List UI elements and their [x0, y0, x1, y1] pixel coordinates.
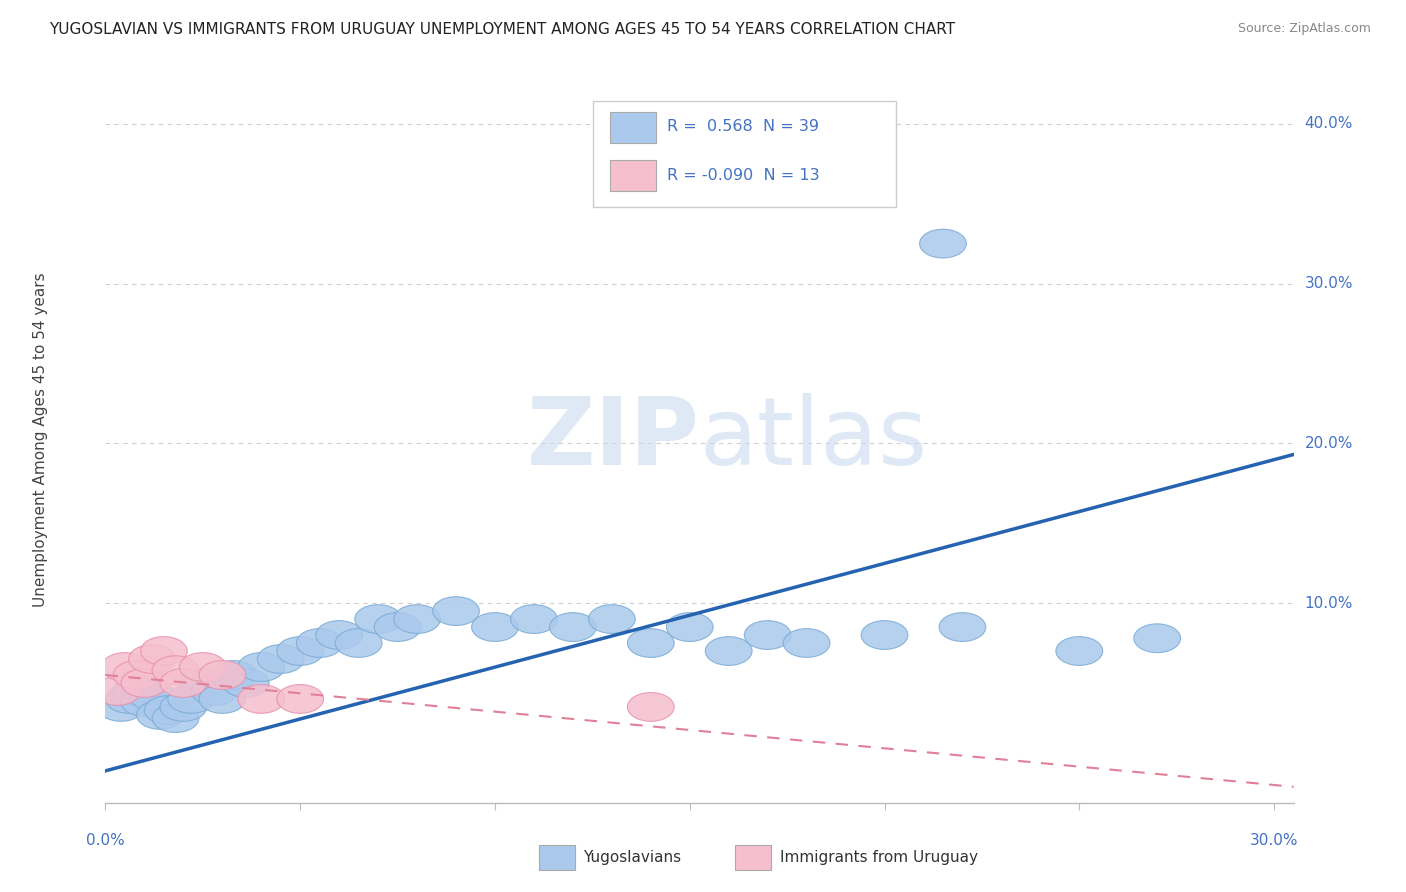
Ellipse shape [198, 684, 246, 714]
Ellipse shape [141, 637, 187, 665]
Text: 20.0%: 20.0% [1305, 436, 1353, 450]
Ellipse shape [114, 661, 160, 690]
Ellipse shape [783, 629, 830, 657]
Ellipse shape [191, 676, 238, 706]
Text: Unemployment Among Ages 45 to 54 years: Unemployment Among Ages 45 to 54 years [32, 272, 48, 607]
FancyBboxPatch shape [538, 845, 575, 871]
Text: Immigrants from Uruguay: Immigrants from Uruguay [780, 850, 979, 865]
Ellipse shape [316, 621, 363, 649]
Ellipse shape [160, 692, 207, 722]
Ellipse shape [136, 700, 183, 730]
Ellipse shape [744, 621, 792, 649]
Ellipse shape [97, 692, 145, 722]
Ellipse shape [101, 653, 148, 681]
Ellipse shape [152, 704, 198, 732]
Text: 30.0%: 30.0% [1305, 276, 1353, 291]
Ellipse shape [114, 676, 160, 706]
Ellipse shape [94, 676, 141, 706]
Text: 0.0%: 0.0% [86, 833, 125, 848]
Ellipse shape [550, 613, 596, 641]
Text: 30.0%: 30.0% [1250, 833, 1298, 848]
Ellipse shape [627, 629, 673, 657]
Ellipse shape [277, 684, 323, 714]
Ellipse shape [394, 605, 440, 633]
Ellipse shape [238, 684, 284, 714]
Text: 10.0%: 10.0% [1305, 596, 1353, 611]
Ellipse shape [211, 661, 257, 690]
Text: ZIP: ZIP [527, 393, 700, 485]
Ellipse shape [277, 637, 323, 665]
FancyBboxPatch shape [610, 161, 655, 191]
Text: atlas: atlas [700, 393, 928, 485]
Ellipse shape [471, 613, 519, 641]
Ellipse shape [939, 613, 986, 641]
Text: Source: ZipAtlas.com: Source: ZipAtlas.com [1237, 22, 1371, 36]
Ellipse shape [167, 684, 215, 714]
Text: 40.0%: 40.0% [1305, 116, 1353, 131]
Text: R = -0.090  N = 13: R = -0.090 N = 13 [668, 168, 820, 183]
Text: R =  0.568  N = 39: R = 0.568 N = 39 [668, 120, 820, 134]
Ellipse shape [1056, 637, 1102, 665]
Ellipse shape [152, 656, 198, 684]
Ellipse shape [105, 684, 152, 714]
Ellipse shape [589, 605, 636, 633]
Ellipse shape [335, 629, 382, 657]
FancyBboxPatch shape [610, 112, 655, 143]
FancyBboxPatch shape [592, 102, 896, 207]
Ellipse shape [510, 605, 557, 633]
Ellipse shape [374, 613, 420, 641]
Ellipse shape [1133, 624, 1181, 653]
Ellipse shape [180, 653, 226, 681]
Ellipse shape [627, 692, 673, 722]
Ellipse shape [121, 669, 167, 698]
Ellipse shape [297, 629, 343, 657]
Ellipse shape [160, 669, 207, 698]
Ellipse shape [129, 681, 176, 710]
Ellipse shape [257, 645, 304, 673]
Text: Yugoslavians: Yugoslavians [583, 850, 681, 865]
Ellipse shape [121, 688, 167, 716]
Ellipse shape [129, 645, 176, 673]
Ellipse shape [180, 669, 226, 698]
Text: YUGOSLAVIAN VS IMMIGRANTS FROM URUGUAY UNEMPLOYMENT AMONG AGES 45 TO 54 YEARS CO: YUGOSLAVIAN VS IMMIGRANTS FROM URUGUAY U… [49, 22, 955, 37]
Ellipse shape [860, 621, 908, 649]
Ellipse shape [706, 637, 752, 665]
Ellipse shape [222, 669, 269, 698]
Ellipse shape [145, 696, 191, 724]
Ellipse shape [354, 605, 402, 633]
Ellipse shape [238, 653, 284, 681]
FancyBboxPatch shape [735, 845, 770, 871]
Ellipse shape [666, 613, 713, 641]
Ellipse shape [433, 597, 479, 625]
Ellipse shape [920, 229, 966, 258]
Ellipse shape [198, 661, 246, 690]
